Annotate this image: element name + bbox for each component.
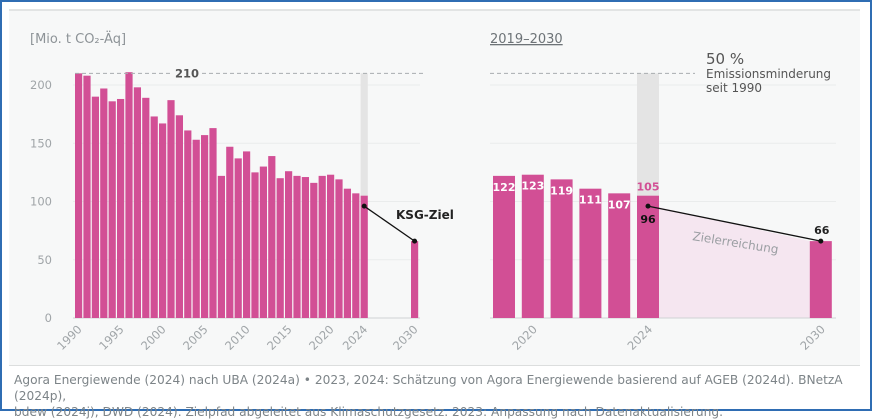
reduction-label: seit 1990 (706, 81, 762, 95)
target-point (412, 238, 418, 244)
highlight-column (637, 73, 659, 196)
bar-2011 (251, 172, 259, 318)
bar-2024 (360, 195, 368, 318)
bar-2006 (209, 128, 217, 318)
bar-1996 (125, 72, 133, 318)
source-note: Agora Energiewende (2024) nach UBA (2024… (14, 372, 864, 420)
target-point (361, 203, 367, 209)
data-label: 105 (637, 181, 660, 194)
x-tick-label: 2030 (797, 322, 828, 353)
source-line-2: bdew (2024j), DWD (2024). Zielpfad abgel… (14, 405, 723, 419)
bar-2015 (285, 171, 293, 318)
data-label: 123 (521, 180, 544, 193)
y-tick-label: 0 (45, 311, 52, 325)
bar-1994 (108, 101, 116, 318)
bar-1999 (150, 116, 158, 318)
x-tick-label: 2020 (306, 322, 337, 353)
bar-2030 (411, 241, 419, 318)
bar-2000 (159, 123, 167, 318)
bar-2008 (226, 146, 234, 318)
reduction-label: Emissionsminderung (706, 67, 831, 81)
bar-2022 (343, 188, 351, 318)
bar-2005 (201, 135, 209, 318)
bar-2010 (243, 151, 251, 318)
data-label: 122 (493, 181, 516, 194)
bar-2012 (259, 166, 267, 318)
bar-2023 (352, 193, 360, 318)
x-tick-label: 2015 (264, 322, 295, 353)
target-path-label: KSG-Ziel (396, 208, 454, 222)
x-tick-label: 1995 (96, 322, 127, 353)
bar-2001 (167, 100, 175, 319)
bar-2018 (310, 182, 318, 318)
x-tick-label: 2024 (625, 322, 656, 353)
bar-2019 (318, 175, 326, 318)
x-tick-label: 2030 (390, 322, 421, 353)
reduction-percent: 50 % (706, 50, 744, 68)
target-path-line (363, 205, 415, 242)
x-tick-label: 2024 (340, 322, 371, 353)
bar-2016 (293, 175, 301, 318)
target-path-line (647, 205, 821, 242)
x-tick-label: 2020 (509, 322, 540, 353)
bar-2017 (301, 177, 309, 318)
bar-1995 (117, 98, 125, 318)
bar-2014 (276, 178, 284, 318)
data-label: 111 (579, 194, 602, 207)
bar-2007 (217, 175, 225, 318)
right-chart-title: 2019–2030 (490, 32, 563, 47)
x-tick-label: 1990 (54, 322, 85, 353)
bar-1997 (133, 87, 141, 318)
bar-2002 (175, 115, 183, 318)
bar-1991 (83, 75, 91, 319)
bar-2024 (637, 195, 659, 318)
bar-1993 (100, 88, 108, 319)
bar-2013 (268, 156, 276, 318)
unit-label: [Mio. t CO₂-Äq] (30, 31, 126, 47)
bar-2009 (234, 158, 242, 318)
bar-2004 (192, 139, 200, 318)
bar-2020 (327, 174, 335, 318)
y-tick-label: 200 (30, 78, 52, 92)
y-tick-label: 100 (30, 195, 52, 209)
x-tick-label: 2005 (180, 322, 211, 353)
bar-1990 (75, 73, 83, 318)
target-label-2024: 96 (640, 213, 656, 226)
bar-2023 (608, 193, 631, 318)
bar-2022 (579, 188, 602, 318)
y-tick-label: 150 (30, 136, 52, 150)
highlight-column (360, 73, 368, 196)
target-area (659, 207, 810, 318)
x-tick-label: 2000 (138, 322, 169, 353)
x-tick-label: 2010 (222, 322, 253, 353)
data-label: 107 (608, 198, 631, 211)
reference-label: 210 (175, 66, 199, 80)
y-tick-label: 50 (37, 253, 52, 267)
bar-2003 (184, 130, 192, 318)
bar-1992 (91, 96, 99, 319)
bar-1998 (142, 97, 150, 318)
data-label: 66 (814, 224, 830, 237)
bar-2030 (809, 241, 832, 318)
data-label: 119 (550, 184, 573, 197)
bar-2020 (521, 174, 544, 318)
target-point (645, 203, 651, 209)
bar-2019 (493, 175, 515, 318)
source-line-1: Agora Energiewende (2024) nach UBA (2024… (14, 373, 843, 403)
bar-2021 (550, 179, 573, 318)
target-point (818, 238, 824, 244)
emissions-chart: [Mio. t CO₂-Äq] 2019–2030 0 50 100 150 200 21… (30, 31, 836, 353)
bar-2021 (335, 179, 343, 318)
